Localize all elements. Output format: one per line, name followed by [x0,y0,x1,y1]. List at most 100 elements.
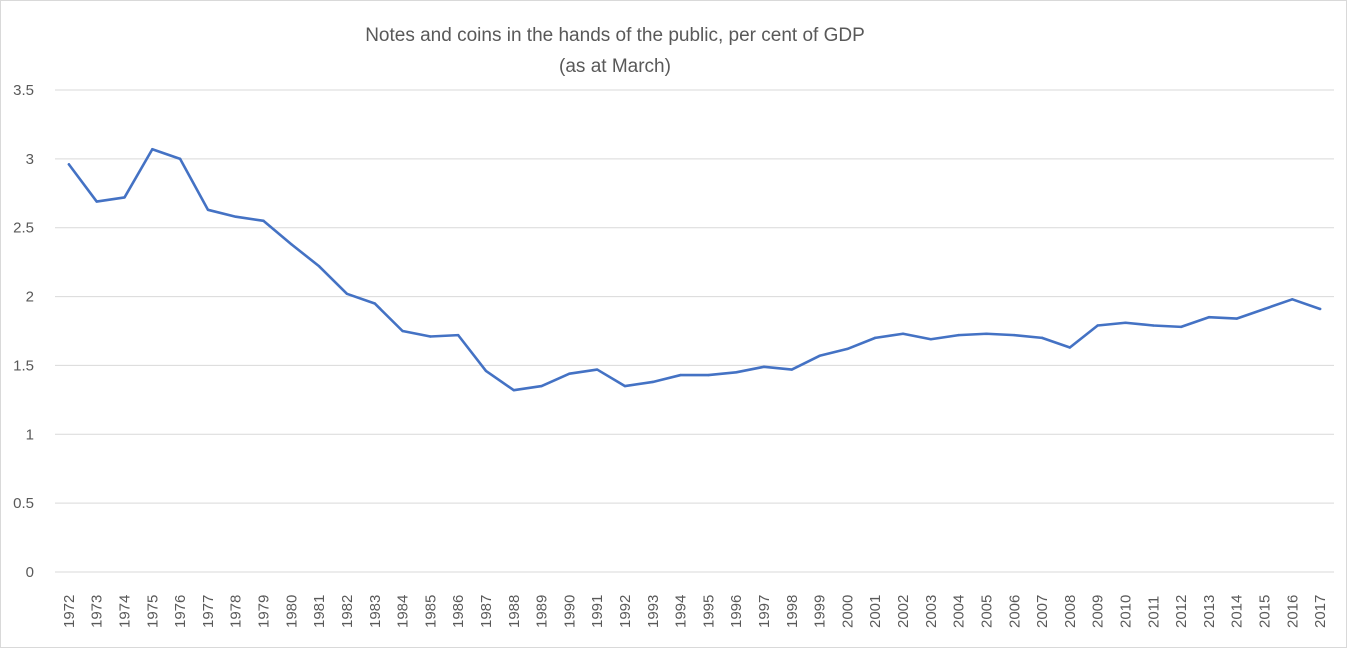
data-point-2013 [1207,316,1211,319]
data-point-1976 [178,157,182,161]
data-point-1983 [373,302,376,305]
x-tick-label: 2013 [1201,595,1218,628]
x-tick-label: 1975 [144,595,161,628]
y-tick-label: 3.5 [13,82,34,99]
x-tick-label: 2002 [895,595,912,628]
x-tick-label: 1999 [812,595,829,628]
x-tick-label: 2015 [1256,595,1273,628]
x-tick-label: 1979 [256,595,273,628]
data-point-1990 [568,372,571,375]
data-point-1996 [735,371,738,374]
data-point-1999 [818,354,821,357]
data-point-1991 [595,368,599,371]
x-tick-label: 2011 [1145,596,1162,628]
data-point-2000 [846,347,849,351]
y-tick-label: 1 [26,426,34,443]
data-point-2004 [957,333,960,337]
chart-subtitle: (as at March) [559,56,671,77]
y-tick-label: 3 [26,151,34,168]
x-tick-label: 1991 [589,595,606,628]
data-point-1974 [123,196,126,199]
x-tick-label: 1993 [645,595,662,628]
data-point-1987 [484,369,488,373]
x-tick-label: 1972 [61,595,78,628]
x-tick-label: 1987 [478,595,495,628]
data-point-1980 [290,243,293,246]
x-tick-label: 2012 [1173,595,1190,628]
data-point-1975 [151,148,154,151]
x-tick-label: 1984 [395,595,412,628]
data-point-1989 [540,384,543,388]
x-tick-label: 1989 [534,595,551,628]
data-point-1981 [317,265,321,268]
y-tick-label: 1.5 [13,357,34,374]
x-tick-label: 2005 [978,595,995,628]
y-tick-label: 2.5 [13,220,34,237]
data-point-1988 [512,389,515,392]
x-tick-label: 2000 [839,595,856,628]
data-point-1995 [707,373,710,377]
data-point-2007 [1040,336,1044,340]
x-tick-label: 2007 [1034,595,1051,628]
x-tick-label: 1997 [756,595,773,628]
data-point-2001 [874,336,877,340]
x-tick-label: 1986 [450,595,467,628]
series-layer [67,147,1322,392]
data-point-1997 [762,365,766,369]
data-point-2003 [929,338,933,341]
data-point-1979 [262,219,265,223]
x-tick-label: 2006 [1006,595,1023,628]
data-point-1984 [401,329,404,333]
x-tick-label: 2016 [1284,595,1301,628]
x-tick-label: 1995 [700,595,717,628]
data-point-1986 [456,333,460,337]
x-tick-label: 1973 [89,595,106,628]
x-tick-label: 2008 [1062,595,1079,628]
data-point-1993 [651,380,654,384]
x-tick-label: 2004 [951,595,968,628]
data-point-2014 [1235,317,1238,320]
x-tick-label: 2009 [1090,595,1107,628]
x-tick-label: 2003 [923,595,940,628]
x-tick-label: 1977 [200,595,217,628]
data-point-1994 [679,373,682,377]
x-tick-label: 1978 [228,595,245,628]
x-tick-label: 1992 [617,595,634,628]
x-tick-label: 2001 [867,595,884,628]
x-tick-label: 2010 [1117,595,1134,628]
x-tick-label: 1974 [117,595,134,628]
x-tick-label: 1985 [422,595,439,628]
chart-title: Notes and coins in the hands of the publ… [365,25,865,46]
x-tick-label: 2014 [1229,595,1246,628]
data-point-2010 [1124,321,1127,324]
data-point-1973 [95,200,98,203]
x-tick-label: 1981 [311,595,328,628]
y-axis: 0 0.5 1 1.5 2 2.5 3 3.5 [13,82,34,581]
x-tick-label: 1982 [339,595,356,628]
data-point-1992 [623,384,627,388]
data-point-2005 [985,332,988,335]
data-point-2009 [1096,324,1099,327]
data-point-2016 [1291,298,1294,301]
data-point-1985 [429,335,432,338]
y-tick-label: 2 [26,289,34,306]
data-point-2015 [1263,307,1266,311]
data-point-2008 [1068,346,1072,349]
data-point-2002 [901,332,905,335]
data-point-2012 [1179,325,1183,329]
x-tick-label: 1988 [506,595,523,628]
x-tick-label: 1976 [172,595,189,628]
gridlines [55,89,1334,504]
series-line [67,147,1322,392]
data-point-1978 [234,215,237,218]
x-tick-label: 2017 [1312,595,1329,628]
data-point-2017 [1318,307,1322,311]
data-point-1998 [790,368,794,371]
x-tick-label: 1990 [561,595,578,628]
x-tick-label: 1980 [283,595,300,628]
data-point-1972 [67,163,71,166]
x-tick-label: 1983 [367,595,384,628]
data-point-2011 [1152,324,1155,327]
